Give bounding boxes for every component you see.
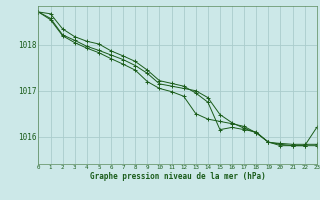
X-axis label: Graphe pression niveau de la mer (hPa): Graphe pression niveau de la mer (hPa): [90, 172, 266, 181]
